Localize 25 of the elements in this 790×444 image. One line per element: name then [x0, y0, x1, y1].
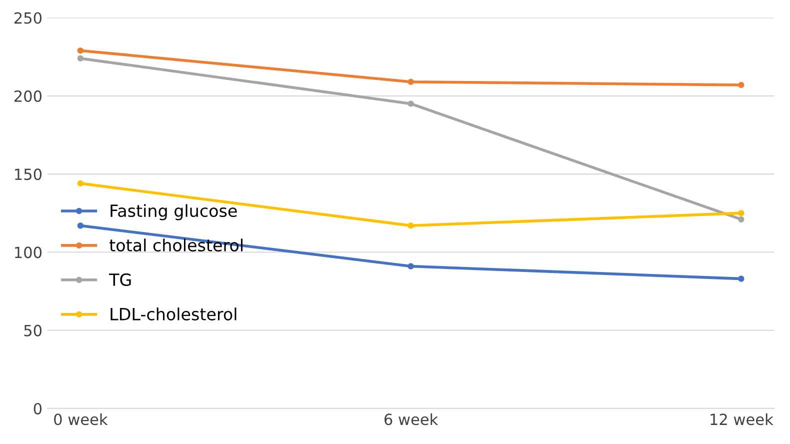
y-tick-label: 50	[24, 324, 42, 336]
y-tick-label: 100	[15, 246, 42, 258]
point	[738, 216, 744, 222]
point	[77, 47, 84, 54]
point	[408, 222, 414, 229]
legend-label: total cholesterol	[110, 238, 242, 252]
y-tick-label: 200	[14, 90, 42, 102]
legend-label: TG	[109, 273, 131, 286]
legend-label: Fasting glucose	[110, 204, 237, 220]
x-tick-label: 12 week	[710, 413, 774, 426]
point	[408, 263, 414, 270]
point	[408, 100, 414, 107]
x-tick-label: 0 week	[54, 413, 108, 426]
point	[408, 78, 414, 85]
point	[738, 82, 744, 88]
point	[738, 276, 744, 282]
point	[77, 222, 84, 229]
y-tick-label: 250	[14, 12, 42, 24]
legend-label: LDL-cholesterol	[110, 308, 236, 320]
point	[738, 210, 744, 216]
y-tick-label: 0	[34, 402, 42, 414]
x-tick-label: 6 week	[384, 413, 438, 426]
y-tick-label: 150	[15, 168, 42, 180]
point	[77, 180, 84, 187]
point	[77, 55, 84, 62]
